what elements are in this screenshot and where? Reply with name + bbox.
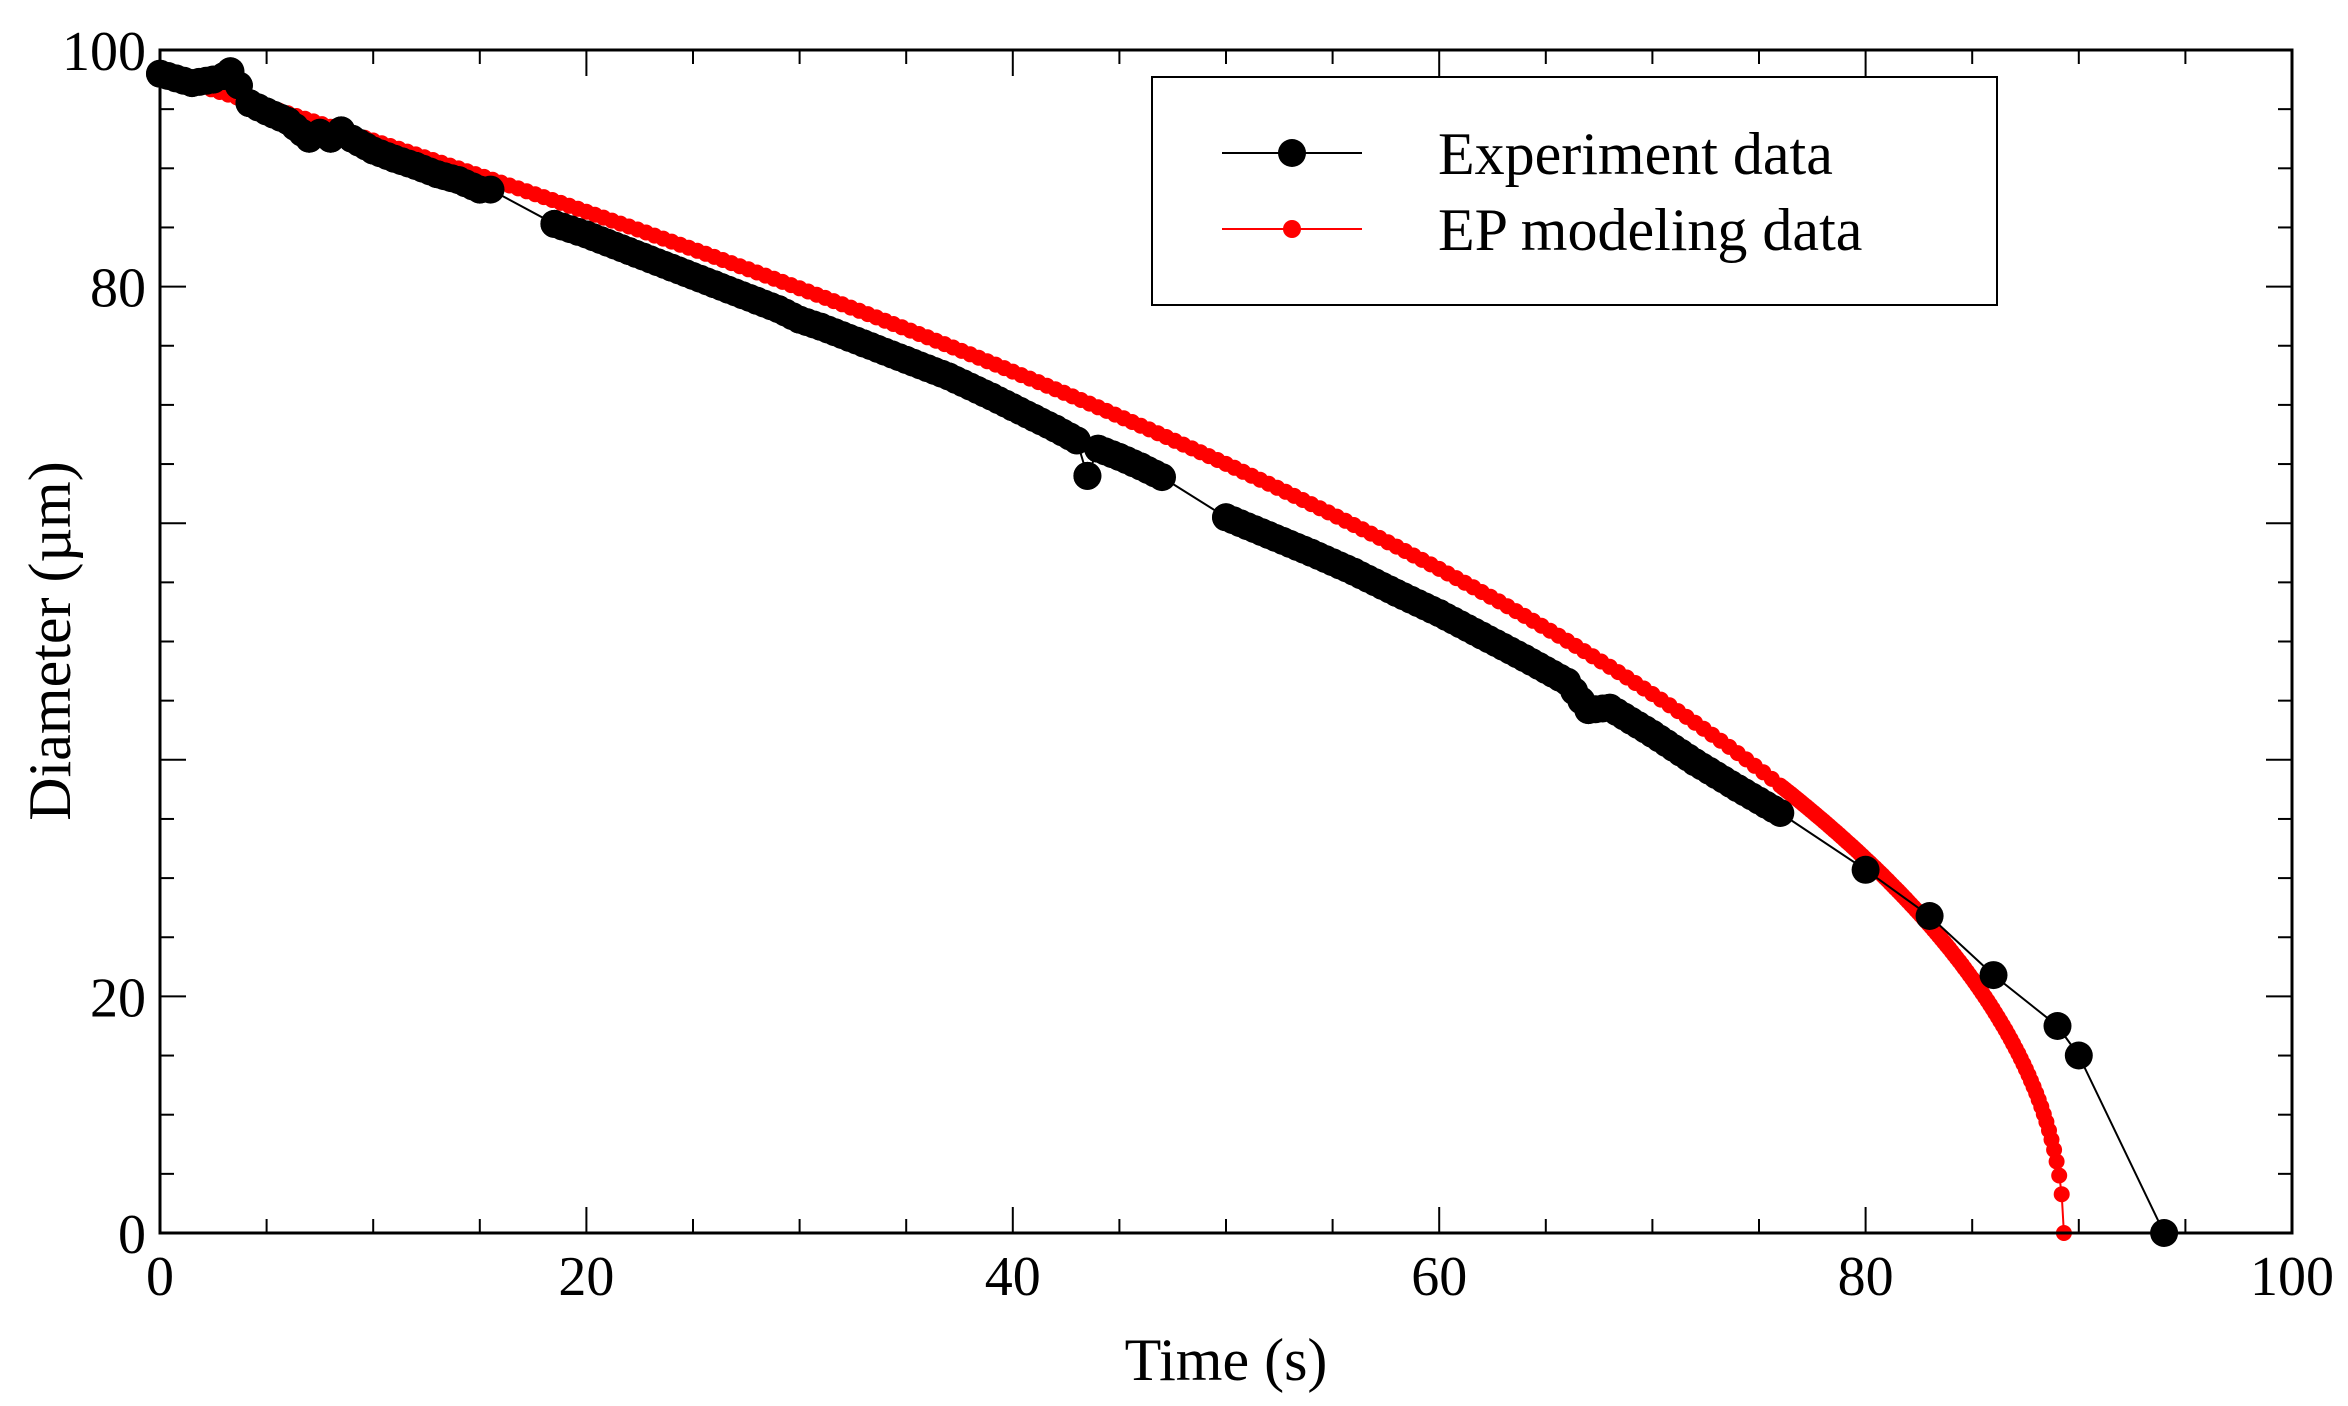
minor-ticks [160, 50, 2292, 1233]
experiment-point [1254, 521, 1283, 549]
experiment-point [1681, 748, 1709, 777]
experiment-point [1020, 403, 1049, 432]
experiment-point [1382, 579, 1411, 607]
experiment-point [1297, 538, 1326, 567]
experiment-point [337, 124, 366, 153]
experiment-point [1126, 452, 1155, 481]
x-tick-labels: 0 20 40 60 80 100 [146, 1246, 2334, 1308]
y-tick-label: 20 [90, 967, 146, 1029]
experiment-point [178, 69, 206, 98]
plot-area [146, 57, 2179, 1247]
experiment-point [252, 97, 281, 126]
experiment-point [2043, 1012, 2072, 1040]
experiment-point [476, 175, 505, 204]
plot-frame [158, 48, 2294, 1235]
experiment-point [572, 220, 601, 249]
experiment-point [934, 362, 963, 391]
experiment-point [1062, 426, 1091, 455]
experiment-point [1638, 719, 1667, 748]
experiment-point [1073, 461, 1102, 490]
experiment-point [764, 295, 793, 324]
experiment-point [1339, 557, 1368, 586]
experiment-point [2064, 1041, 2093, 1070]
x-axis-title: Time (s) [1125, 1327, 1328, 1393]
experiment-point [615, 237, 643, 266]
experiment-point [743, 286, 771, 315]
experiment-point [892, 345, 921, 374]
experiment-point [1553, 667, 1582, 696]
x-tick-label: 100 [2250, 1246, 2334, 1308]
experiment-point [1425, 599, 1454, 628]
legend-box [1151, 76, 1998, 306]
experiment-point [1510, 644, 1539, 673]
y-tick-label: 100 [62, 21, 146, 83]
experiment-point [1084, 434, 1113, 463]
legend-experiment-label: Experiment data [1438, 121, 1833, 187]
experiment-point [1979, 961, 2008, 990]
experiment-point [540, 209, 569, 238]
experiment-point [273, 107, 302, 135]
experiment-point [849, 329, 878, 358]
experiment-series-points [146, 57, 2179, 1247]
legend-model-marker [1283, 220, 1301, 238]
model-point [2048, 1153, 2065, 1170]
experiment-point [380, 144, 409, 173]
experiment-point [977, 382, 1006, 411]
experiment-point [998, 393, 1027, 422]
model-point [2053, 1186, 2070, 1203]
y-tick-labels: 0 20 80 100 [62, 21, 146, 1266]
legend-experiment-marker [1278, 139, 1306, 167]
x-tick-label: 40 [985, 1246, 1041, 1308]
experiment-point [401, 151, 430, 180]
model-point [2051, 1167, 2068, 1184]
experiment-point [1723, 774, 1752, 803]
experiment-point [1467, 621, 1496, 650]
experiment-point [1851, 855, 1880, 884]
experiment-point [1041, 414, 1070, 443]
x-tick-label: 0 [146, 1246, 174, 1308]
x-tick-label: 20 [558, 1246, 614, 1308]
y-tick-label: 80 [90, 258, 146, 320]
experiment-point [657, 253, 686, 282]
experiment-point [1595, 693, 1624, 722]
experiment-point [700, 270, 729, 299]
experiment-point [423, 160, 452, 189]
experiment-point [785, 305, 814, 334]
legend: Experiment data EP modeling data [1151, 76, 1998, 306]
experiment-point [1105, 443, 1134, 471]
experiment-point [1574, 696, 1603, 725]
experiment-point [1212, 503, 1240, 532]
experiment-point [359, 136, 388, 165]
experiment-point [1766, 799, 1795, 827]
experiment-point [1915, 902, 1944, 930]
experiment-point [806, 312, 835, 341]
experiment-point [444, 166, 473, 195]
y-tick-label: 0 [118, 1204, 146, 1266]
experiment-point [1148, 463, 1176, 492]
legend-model-label: EP modeling data [1438, 197, 1862, 263]
x-tick-label: 60 [1411, 1246, 1467, 1308]
x-tick-label: 80 [1838, 1246, 1894, 1308]
y-axis-title: Diameter (µm) [17, 461, 83, 820]
